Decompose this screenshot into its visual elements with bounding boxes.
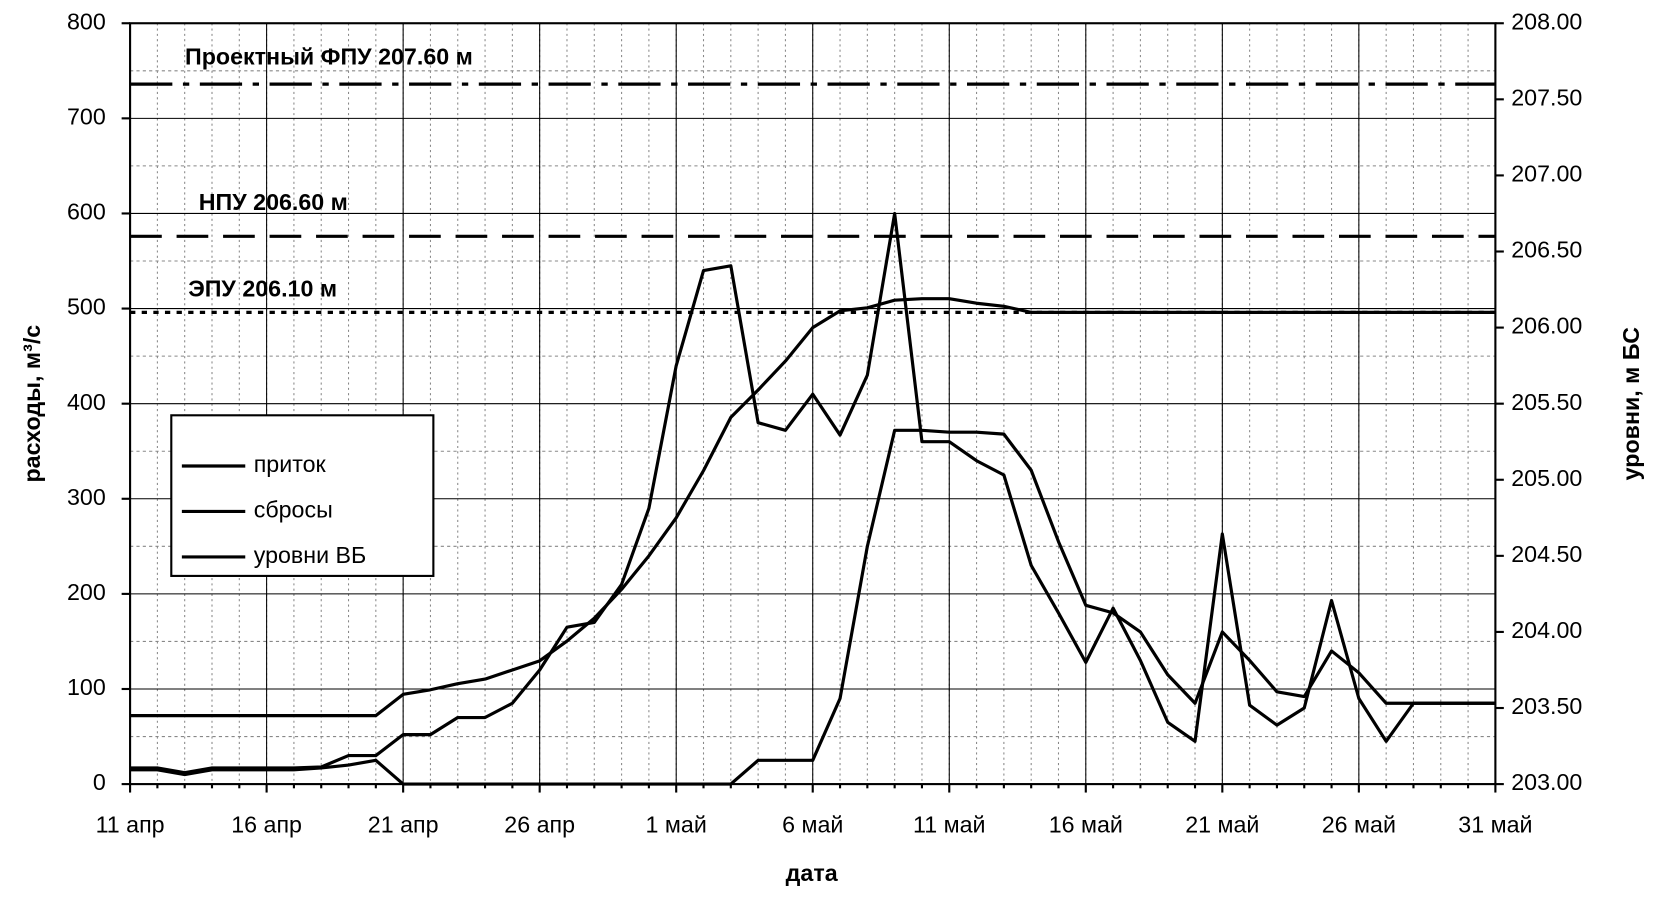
y2-axis-title: уровни, м БС <box>1618 327 1644 481</box>
y2-tick-label: 203.00 <box>1511 769 1582 795</box>
legend-label: сбросы <box>254 497 333 523</box>
x-tick-label: 26 май <box>1322 812 1396 838</box>
y-tick-label: 600 <box>67 199 106 225</box>
x-tick-label: 11 май <box>913 812 985 838</box>
y2-tick-label: 207.00 <box>1511 161 1582 187</box>
x-tick-label: 16 май <box>1049 812 1123 838</box>
reference-label: НПУ 206.60 м <box>199 189 348 215</box>
series-line <box>130 211 1496 775</box>
y-tick-label: 400 <box>67 389 106 415</box>
series-line <box>130 297 1496 718</box>
x-tick-label: 1 май <box>646 812 707 838</box>
y-tick-label: 0 <box>93 769 106 795</box>
y-tick-label: 500 <box>67 294 106 320</box>
y-tick-label: 300 <box>67 484 106 510</box>
reference-label: Проектный ФПУ 207.60 м <box>185 43 473 69</box>
x-tick-label: 16 апр <box>231 812 302 838</box>
y-tick-label: 700 <box>67 103 106 129</box>
y2-tick-label: 204.50 <box>1511 541 1582 567</box>
y-tick-label: 100 <box>67 674 106 700</box>
x-tick-label: 21 апр <box>368 812 439 838</box>
y2-tick-label: 204.00 <box>1511 617 1582 643</box>
y2-tick-label: 205.00 <box>1511 465 1582 491</box>
x-tick-label: 11 апр <box>96 812 165 838</box>
y2-tick-label: 207.50 <box>1511 84 1582 110</box>
x-tick-label: 26 апр <box>504 812 575 838</box>
y2-tick-label: 205.50 <box>1511 389 1582 415</box>
y2-tick-label: 206.50 <box>1511 237 1582 263</box>
legend-box <box>170 414 435 577</box>
plot-frame <box>129 22 1497 786</box>
reference-label: ЭПУ 206.10 м <box>188 276 337 302</box>
series-line <box>130 428 1496 786</box>
y-tick-label: 800 <box>67 8 106 34</box>
y2-tick-label: 206.00 <box>1511 313 1582 339</box>
y-axis-title: расходы, м³/с <box>19 325 45 483</box>
x-tick-label: 6 май <box>782 812 843 838</box>
x-tick-label: 21 май <box>1185 812 1259 838</box>
legend-label: приток <box>254 451 327 477</box>
y2-tick-label: 203.50 <box>1511 693 1582 719</box>
y2-tick-label: 208.00 <box>1511 8 1582 34</box>
legend-label: уровни ВБ <box>254 542 367 568</box>
x-tick-label: 31 май <box>1458 812 1532 838</box>
y-tick-label: 200 <box>67 579 106 605</box>
x-axis-title: дата <box>786 860 839 886</box>
